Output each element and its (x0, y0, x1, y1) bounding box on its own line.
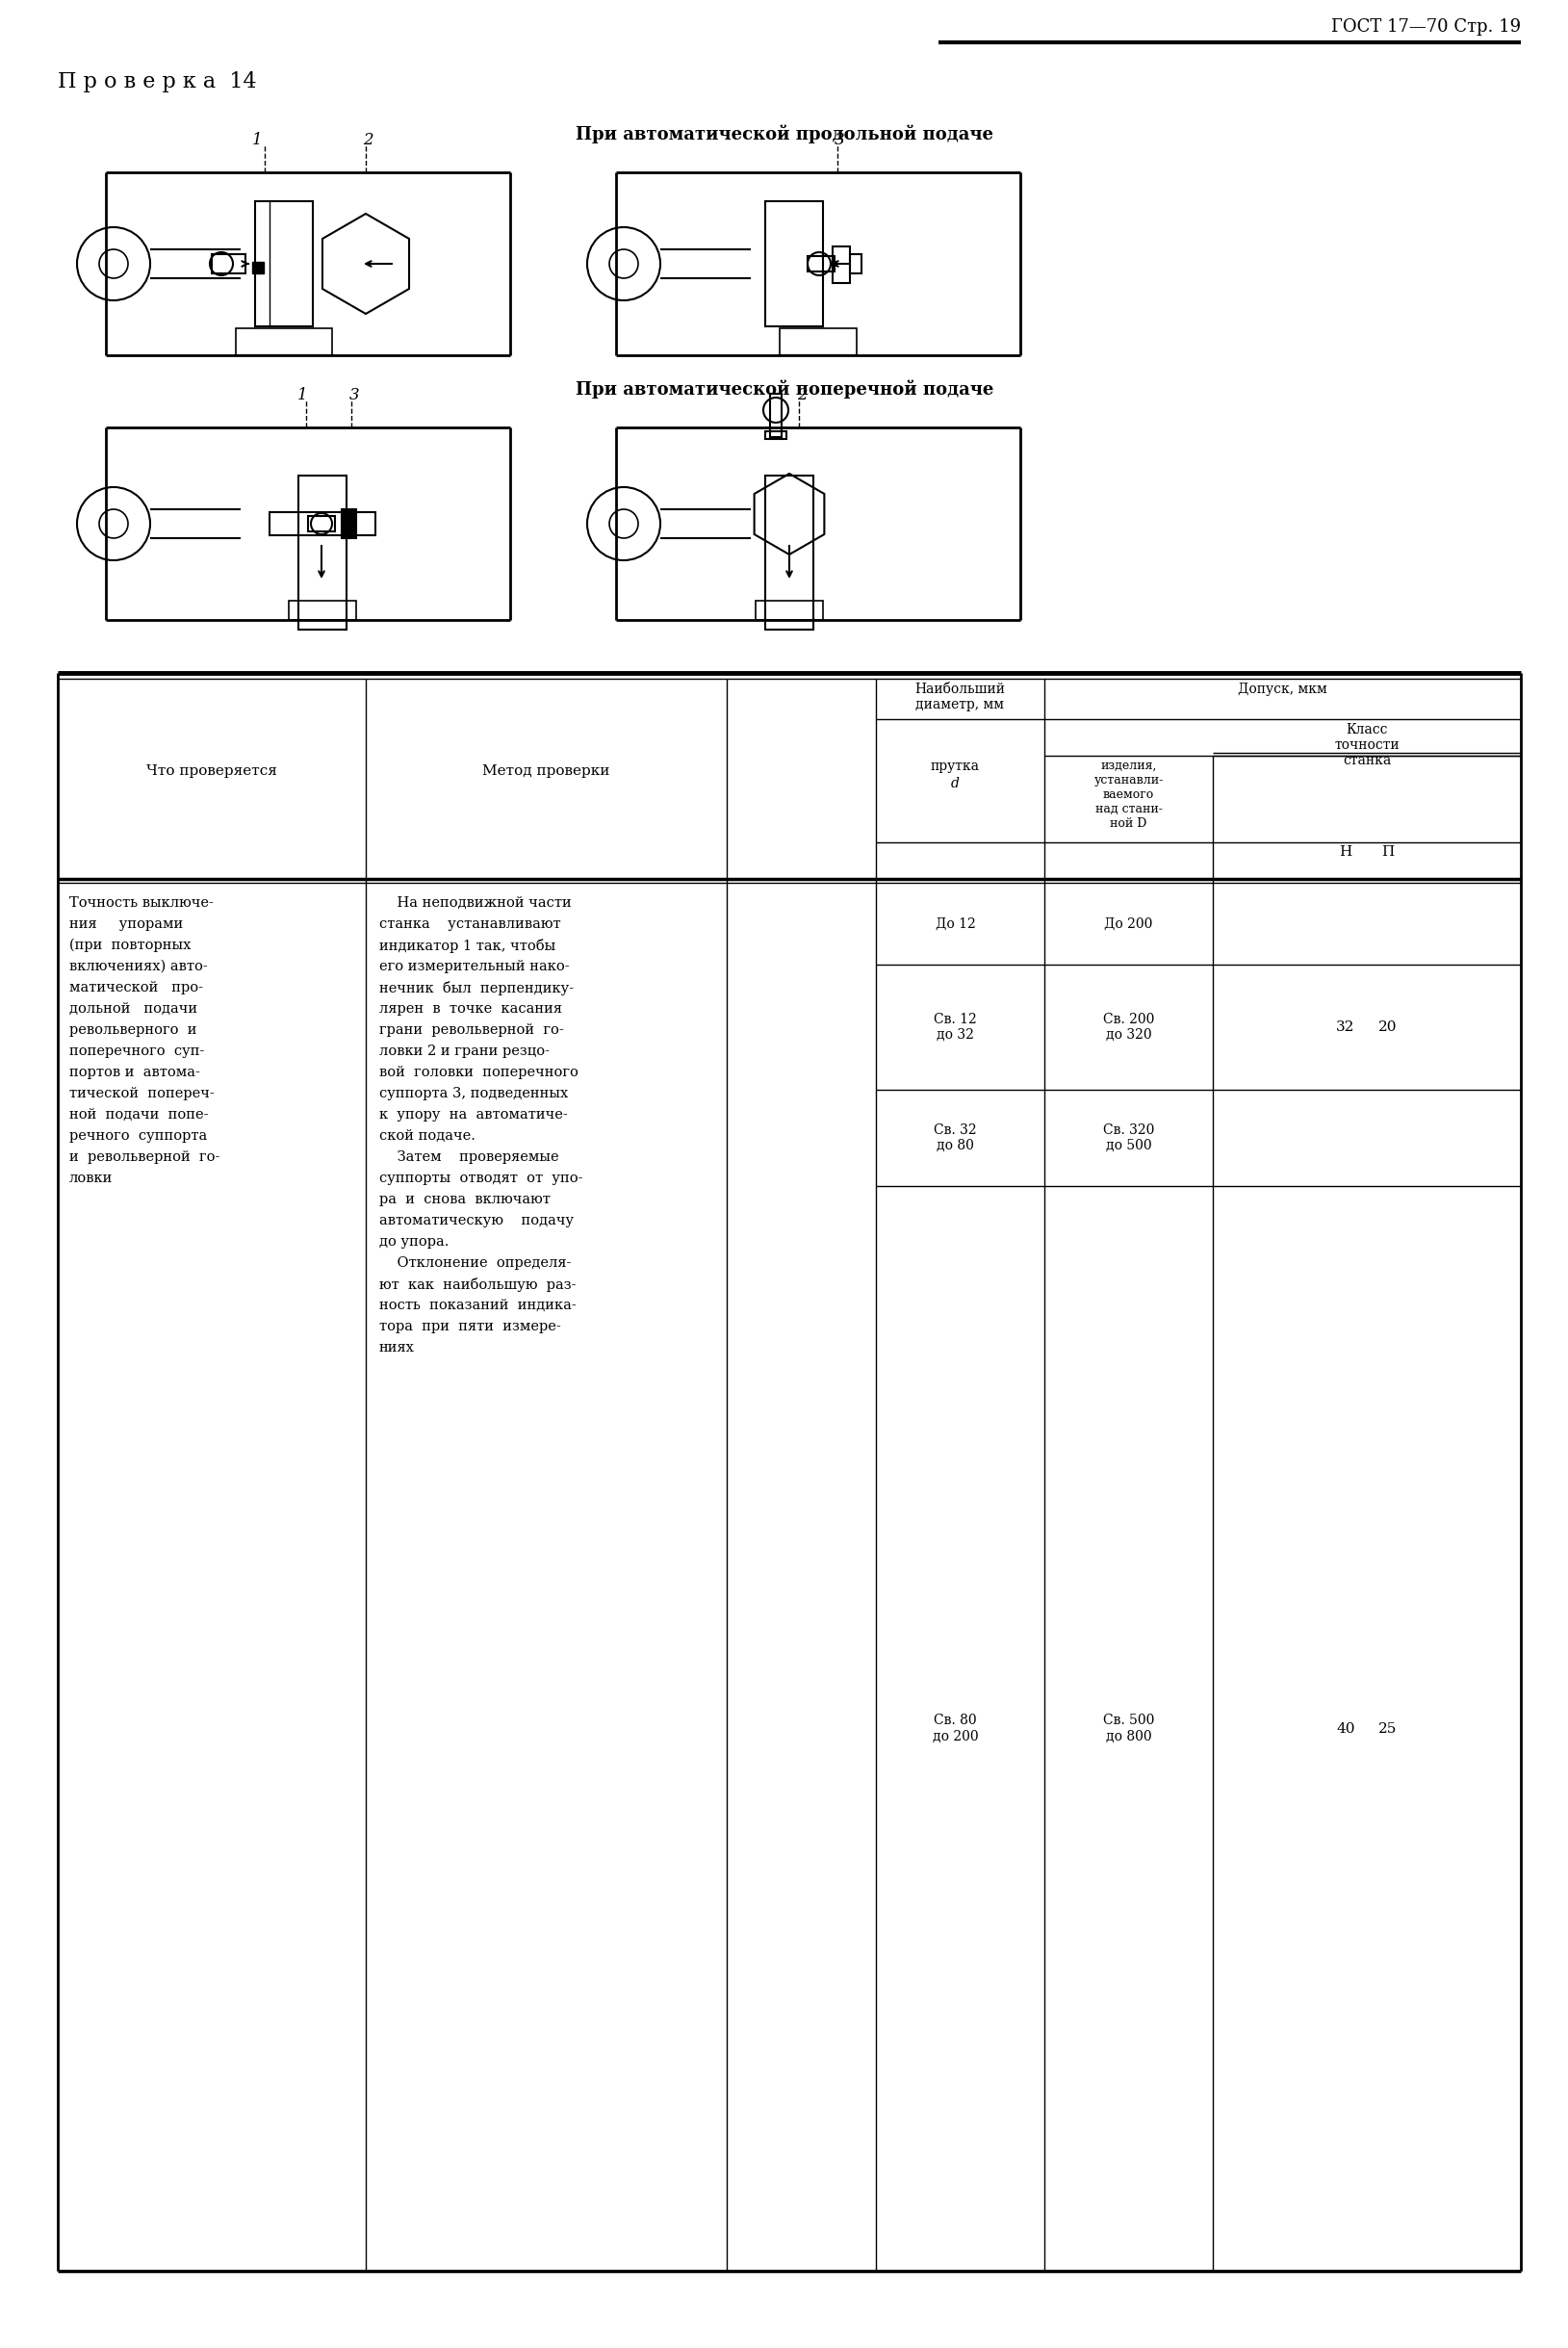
Text: суппорты  отводят  от  упо-: суппорты отводят от упо- (379, 1172, 583, 1186)
Bar (765, 432, 787, 439)
Text: Допуск, мкм: Допуск, мкм (1239, 683, 1327, 695)
Text: ловки: ловки (69, 1172, 113, 1186)
Bar (850, 254, 861, 272)
Text: 2: 2 (797, 387, 808, 404)
Text: Затем    проверяемые: Затем проверяемые (379, 1151, 558, 1165)
Text: 2: 2 (362, 131, 373, 148)
Text: П: П (1381, 845, 1394, 859)
Text: До 200: До 200 (1104, 918, 1152, 930)
Text: Св. 32
до 80: Св. 32 до 80 (935, 1122, 977, 1153)
Text: и  револьверной  го-: и револьверной го- (69, 1151, 220, 1165)
Text: его измерительный нако-: его измерительный нако- (379, 960, 569, 974)
Text: к  упору  на  автоматиче-: к упору на автоматиче- (379, 1108, 568, 1122)
Text: 20: 20 (1378, 1021, 1397, 1033)
Text: 3: 3 (350, 387, 359, 404)
Bar (765, 477, 814, 629)
Text: Наибольший
диаметр, мм: Наибольший диаметр, мм (914, 683, 1005, 711)
Bar (770, 394, 781, 437)
Text: Отклонение  определя-: Отклонение определя- (379, 1256, 571, 1270)
Text: 3: 3 (834, 131, 845, 148)
Text: револьверного  и: револьверного и (69, 1024, 198, 1038)
Bar (833, 247, 850, 284)
Text: (при  повторных: (при повторных (69, 939, 191, 953)
Text: При автоматической поперечной подаче: При автоматической поперечной подаче (575, 380, 994, 399)
Text: речного  суппорта: речного суппорта (69, 1129, 207, 1143)
Text: портов и  автома-: портов и автома- (69, 1066, 201, 1080)
Text: нечник  был  перпендику-: нечник был перпендику- (379, 981, 574, 996)
Text: Что проверяется: Что проверяется (146, 765, 278, 777)
Text: изделия,
устанавли-
ваемого
над стани-
ной D: изделия, устанавли- ваемого над стани- н… (1094, 758, 1163, 829)
Text: вой  головки  поперечного: вой головки поперечного (379, 1066, 579, 1080)
Text: Метод проверки: Метод проверки (483, 765, 610, 777)
Text: грани  револьверной  го-: грани револьверной го- (379, 1024, 564, 1038)
Text: До 12: До 12 (935, 918, 975, 930)
Text: Н: Н (1339, 845, 1352, 859)
Text: прутка: прутка (931, 758, 980, 772)
Bar (235, 329, 332, 355)
Bar (779, 329, 856, 355)
Text: d: d (952, 777, 960, 791)
Bar (756, 601, 823, 620)
Text: ность  показаний  индика-: ность показаний индика- (379, 1298, 577, 1313)
Text: Св. 80
до 200: Св. 80 до 200 (933, 1714, 978, 1742)
Text: включениях) авто-: включениях) авто- (69, 960, 207, 974)
Text: 25: 25 (1378, 1721, 1397, 1735)
Text: ной  подачи  попе-: ной подачи попе- (69, 1108, 209, 1122)
Bar (212, 254, 246, 272)
Text: ловки 2 и грани резцо-: ловки 2 и грани резцо- (379, 1045, 550, 1059)
Bar (765, 202, 823, 326)
Text: ской подаче.: ской подаче. (379, 1129, 475, 1143)
Text: тора  при  пяти  измере-: тора при пяти измере- (379, 1320, 561, 1334)
Text: ния     упорами: ния упорами (69, 918, 183, 930)
Text: ют  как  наибольшую  раз-: ют как наибольшую раз- (379, 1277, 575, 1291)
Bar (298, 477, 347, 629)
Text: ра  и  снова  включают: ра и снова включают (379, 1193, 550, 1207)
Bar (289, 601, 356, 620)
Bar (256, 202, 314, 326)
Text: тической  попереч-: тической попереч- (69, 1087, 215, 1101)
Text: до упора.: до упора. (379, 1235, 448, 1249)
Bar (307, 517, 336, 531)
Text: Св. 12
до 32: Св. 12 до 32 (935, 1012, 977, 1043)
Text: лярен  в  точке  касания: лярен в точке касания (379, 1003, 563, 1017)
Bar (270, 512, 375, 535)
Text: дольной   подачи: дольной подачи (69, 1003, 198, 1017)
Text: ГОСТ 17—70 Стр. 19: ГОСТ 17—70 Стр. 19 (1331, 19, 1521, 35)
Text: 1: 1 (296, 387, 307, 404)
Text: 1: 1 (252, 131, 262, 148)
Text: 32: 32 (1336, 1021, 1355, 1033)
Text: Св. 320
до 500: Св. 320 до 500 (1102, 1122, 1154, 1153)
Text: индикатор 1 так, чтобы: индикатор 1 так, чтобы (379, 939, 555, 953)
Text: Класс
точности
станка: Класс точности станка (1334, 723, 1399, 768)
Text: ниях: ниях (379, 1341, 416, 1355)
Text: поперечного  суп-: поперечного суп- (69, 1045, 204, 1059)
Text: суппорта 3, подведенных: суппорта 3, подведенных (379, 1087, 568, 1101)
Bar (808, 256, 834, 272)
Text: матической   про-: матической про- (69, 981, 204, 996)
Text: станка    устанавливают: станка устанавливают (379, 918, 561, 930)
Text: автоматическую    подачу: автоматическую подачу (379, 1214, 574, 1228)
Bar (252, 263, 263, 272)
Text: 40: 40 (1336, 1721, 1355, 1735)
Text: Св. 200
до 320: Св. 200 до 320 (1102, 1012, 1154, 1043)
Text: Св. 500
до 800: Св. 500 до 800 (1102, 1714, 1154, 1742)
Text: На неподвижной части: На неподвижной части (379, 897, 571, 909)
Text: При автоматической продольной подаче: При автоматической продольной подаче (575, 124, 994, 143)
Text: П р о в е р к а  14: П р о в е р к а 14 (58, 70, 257, 92)
Text: Точность выключе-: Точность выключе- (69, 897, 213, 909)
Bar (342, 510, 356, 538)
